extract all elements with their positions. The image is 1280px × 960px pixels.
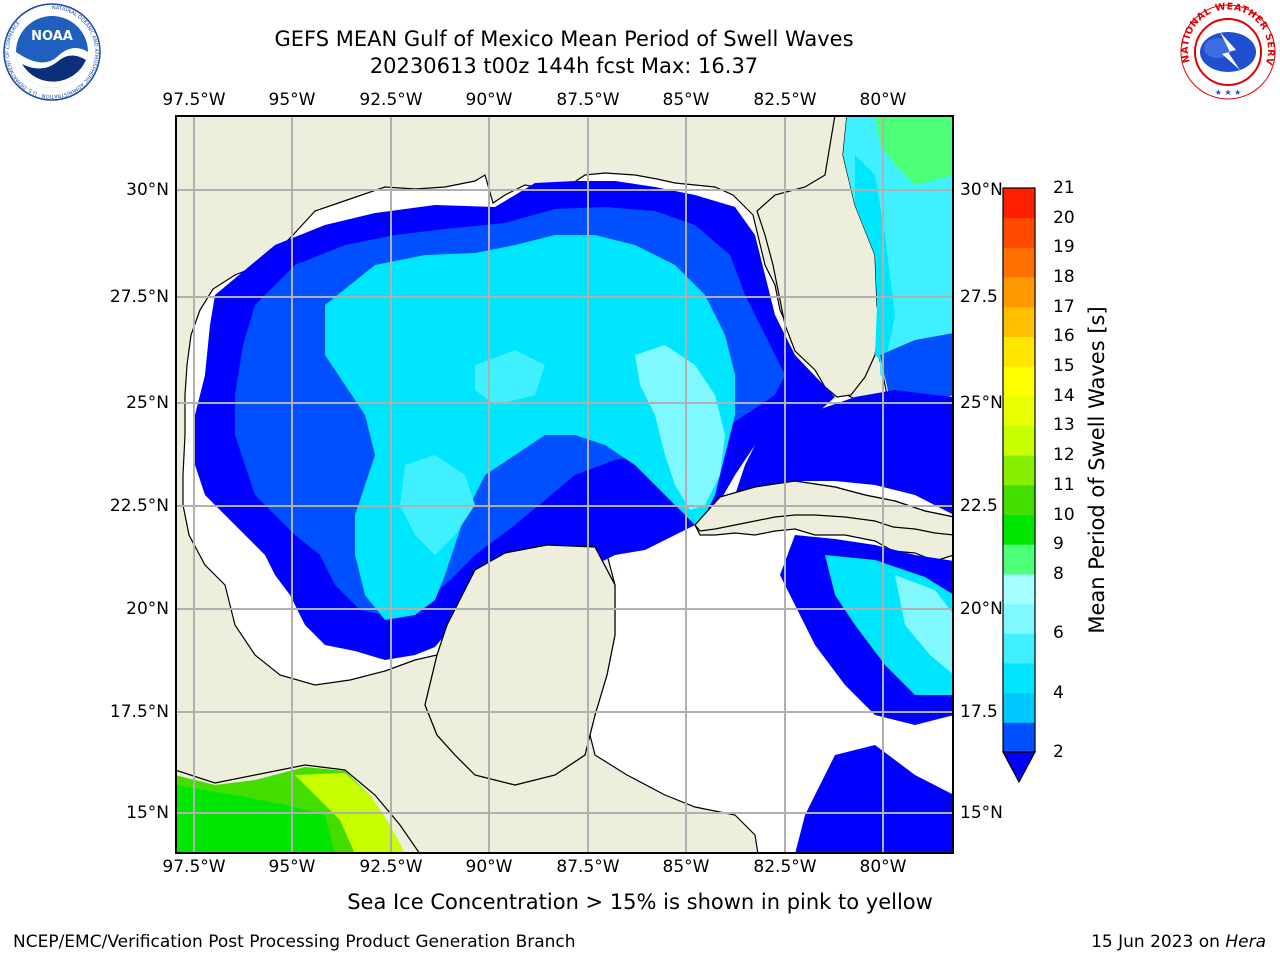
colorbar-cell — [1003, 662, 1035, 694]
lat-tick-right: 20°N — [960, 599, 1003, 619]
colorbar-tick-label: 2 — [1053, 742, 1064, 762]
chart-subtitle: 20230613 t00z 144h fcst Max: 16.37 — [369, 54, 759, 78]
colorbar-tick-label: 16 — [1053, 326, 1075, 347]
map-frame — [175, 115, 954, 854]
colorbar-cell — [1003, 544, 1035, 575]
colorbar-cell — [1003, 306, 1035, 337]
lon-tick-bottom: 97.5°W — [162, 857, 226, 877]
lat-tick-left: 25°N — [126, 393, 169, 413]
land-cuba-overlay — [694, 480, 954, 536]
lat-tick-right: 30°N — [960, 180, 1003, 200]
map-plot — [175, 115, 954, 854]
lat-tick-right: 25°N — [960, 393, 1003, 413]
lat-tick-left: 30°N — [126, 180, 169, 200]
lat-tick-right: 22.5 — [960, 496, 998, 516]
colorbar-tick-label: 19 — [1053, 237, 1075, 258]
colorbar-cell — [1003, 633, 1035, 664]
colorbar-label: Mean Period of Swell Waves [s] — [1085, 306, 1109, 634]
colorbar-cell — [1003, 455, 1035, 486]
lon-tick-top: 80°W — [859, 90, 907, 110]
colorbar-cell — [1003, 336, 1035, 367]
colorbar-tick-label: 9 — [1053, 534, 1064, 555]
noaa-logo-text: NOAA — [31, 29, 73, 44]
colorbar-cell — [1003, 425, 1035, 456]
svg-text:★ ★ ★: ★ ★ ★ — [1215, 88, 1242, 97]
lon-tick-top: 92.5°W — [359, 90, 423, 110]
lat-tick-left: 27.5°N — [109, 287, 169, 307]
lon-tick-top: 87.5°W — [556, 90, 620, 110]
colorbar-tick-label: 17 — [1053, 296, 1075, 317]
lon-tick-bottom: 87.5°W — [556, 857, 620, 877]
colorbar-tick-label: 15 — [1053, 356, 1075, 377]
lon-tick-bottom: 90°W — [465, 857, 513, 877]
footer-date-text: 15 Jun 2023 on — [1091, 932, 1226, 952]
lon-tick-bottom: 80°W — [859, 857, 907, 877]
swell-field — [175, 115, 954, 854]
lat-tick-right: 17.5 — [960, 702, 998, 722]
colorbar-tick-label: 8 — [1053, 563, 1064, 584]
lat-tick-left: 20°N — [126, 599, 169, 619]
lon-tick-top: 82.5°W — [753, 90, 817, 110]
colorbar-tick-label: 20 — [1053, 207, 1075, 228]
colorbar-cell — [1003, 395, 1035, 426]
lon-tick-bottom: 82.5°W — [753, 857, 817, 877]
colorbar-tick-label: 18 — [1053, 267, 1075, 288]
map-gridlines — [175, 115, 954, 854]
colorbar-cell — [1003, 514, 1035, 545]
lon-tick-top: 97.5°W — [162, 90, 226, 110]
colorbar-tick-label: 13 — [1053, 415, 1075, 436]
footer-credit: NCEP/EMC/Verification Post Processing Pr… — [13, 932, 576, 952]
colorbar-cell — [1003, 692, 1035, 723]
colorbar-tick-label: 12 — [1053, 445, 1075, 466]
lat-tick-right: 27.5 — [960, 287, 998, 307]
colorbar-tick-label: 14 — [1053, 385, 1075, 406]
nws-logo: NATIONAL WEATHER SERVICE ★ ★ ★ — [1178, 2, 1276, 100]
lat-tick-right: 15°N — [960, 803, 1003, 823]
lon-tick-bottom: 85°W — [662, 857, 710, 877]
sea-ice-note: Sea Ice Concentration > 15% is shown in … — [347, 890, 933, 914]
colorbar-tick-label: 4 — [1053, 682, 1064, 703]
lon-tick-top: 90°W — [465, 90, 513, 110]
lon-tick-top: 95°W — [268, 90, 316, 110]
noaa-logo: NOAA NATIONAL OCEANIC AND ATMOSPHERIC AD… — [3, 3, 101, 101]
colorbar-cell — [1003, 722, 1035, 753]
lat-tick-left: 17.5°N — [109, 702, 169, 722]
lon-tick-bottom: 95°W — [268, 857, 316, 877]
colorbar-tick-label: 21 — [1053, 178, 1075, 198]
colorbar-cell — [1003, 366, 1035, 397]
footer-date: 15 Jun 2023 on Hera — [1091, 932, 1266, 952]
swell-period-map — [175, 115, 954, 854]
colorbar-tick-label: 10 — [1053, 504, 1075, 525]
colorbar-cell — [1003, 188, 1035, 219]
colorbar-cell — [1003, 247, 1035, 278]
chart-title: GEFS MEAN Gulf of Mexico Mean Period of … — [274, 27, 854, 51]
colorbar-tick-label: 6 — [1053, 623, 1064, 644]
colorbar — [1002, 187, 1036, 784]
lat-tick-left: 22.5°N — [109, 496, 169, 516]
footer-machine: Hera — [1225, 932, 1266, 952]
lon-tick-top: 85°W — [662, 90, 710, 110]
lon-tick-bottom: 92.5°W — [359, 857, 423, 877]
colorbar-cell — [1003, 573, 1035, 605]
colorbar-cell — [1003, 217, 1035, 248]
colorbar-cell — [1003, 484, 1035, 516]
lat-tick-left: 15°N — [126, 803, 169, 823]
colorbar-cell — [1003, 277, 1035, 308]
colorbar-cell — [1003, 603, 1035, 634]
colorbar-tick-label: 11 — [1053, 474, 1075, 495]
